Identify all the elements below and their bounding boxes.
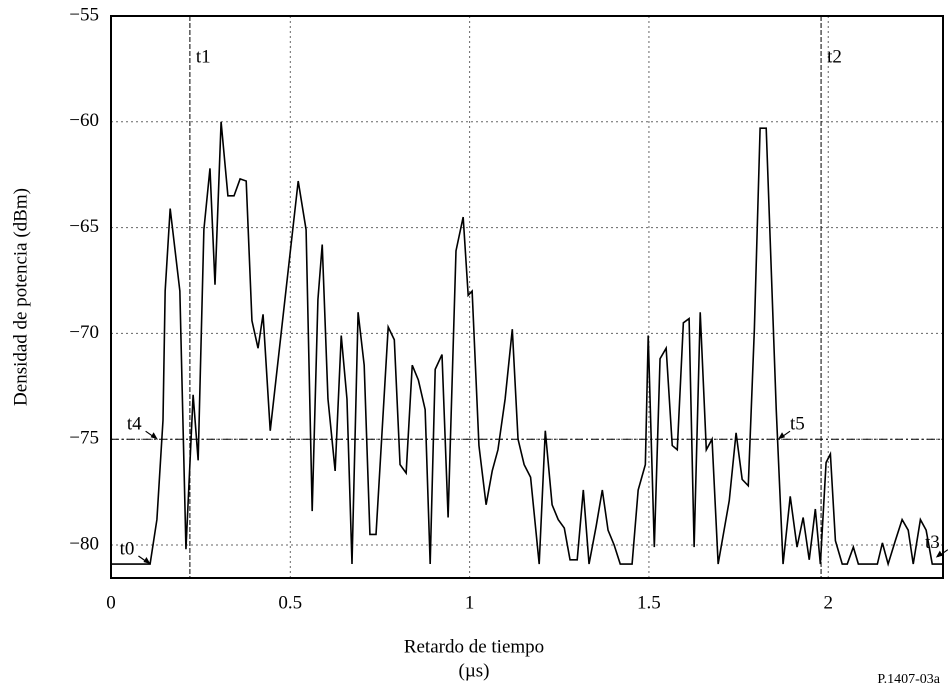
arrow-head bbox=[935, 550, 943, 558]
y-tick-label: −80 bbox=[69, 533, 99, 554]
annotation-label: t0 bbox=[120, 538, 135, 559]
data-line bbox=[111, 121, 943, 567]
x-tick-label: 0 bbox=[106, 592, 116, 613]
arrow-head bbox=[150, 432, 158, 440]
arrow-head bbox=[778, 432, 786, 440]
arrow-head bbox=[143, 557, 151, 565]
annotation-label: t3 bbox=[925, 532, 940, 553]
y-tick-label: −65 bbox=[69, 216, 99, 237]
x-tick-label: 2 bbox=[823, 592, 833, 613]
x-tick-label: 0.5 bbox=[278, 592, 302, 613]
x-axis-title: Retardo de tiempo bbox=[404, 636, 544, 657]
marker-label: t2 bbox=[827, 46, 842, 67]
x-axis-unit: (µs) bbox=[459, 660, 490, 681]
plot-frame bbox=[110, 15, 944, 579]
x-tick-label: 1 bbox=[465, 592, 475, 613]
y-tick-label: −75 bbox=[69, 428, 99, 449]
y-axis-title: Densidad de potencia (dBm) bbox=[10, 188, 31, 406]
marker-label: t1 bbox=[196, 46, 211, 67]
y-tick-label: −60 bbox=[69, 110, 99, 131]
y-tick-label: −70 bbox=[69, 322, 99, 343]
annotation-label: t5 bbox=[790, 414, 805, 435]
annotation-label: t4 bbox=[127, 414, 142, 435]
y-tick-label: −55 bbox=[69, 4, 99, 25]
footnote: P.1407-03a bbox=[877, 672, 940, 687]
x-tick-label: 1.5 bbox=[637, 592, 661, 613]
